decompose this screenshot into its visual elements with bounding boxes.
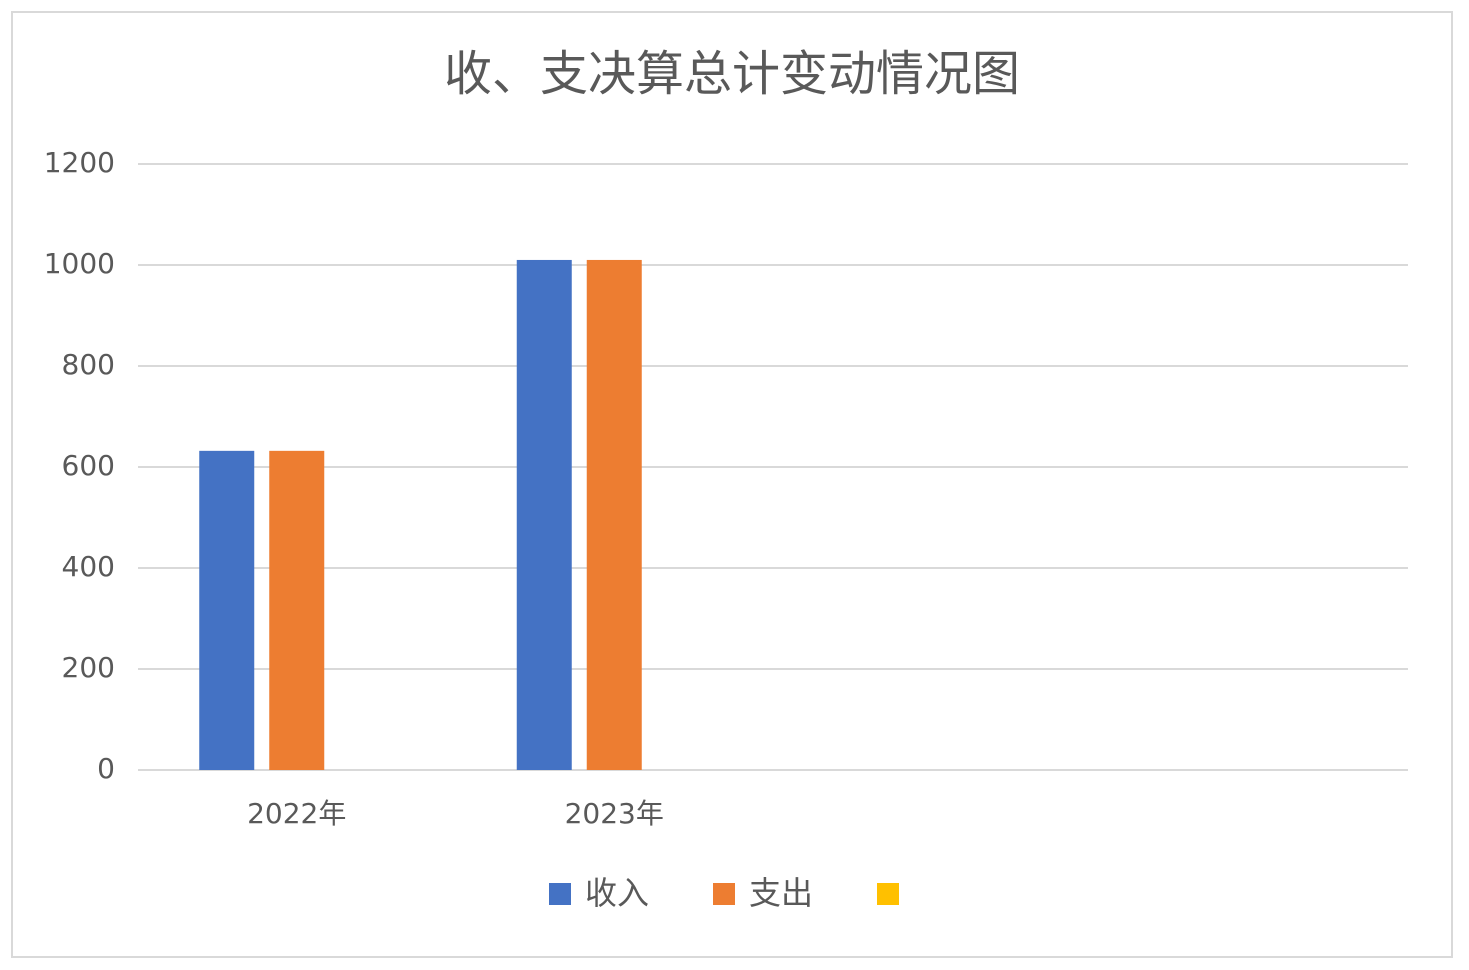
y-tick-label: 400 <box>62 550 115 583</box>
bar <box>516 259 572 770</box>
chart-title: 收、支决算总计变动情况图 <box>444 46 1020 102</box>
bar <box>586 259 642 770</box>
legend-label: 支出 <box>749 874 813 912</box>
bar <box>199 450 255 770</box>
legend-swatch <box>877 883 899 905</box>
y-tick-label: 600 <box>62 449 115 482</box>
y-tick-label: 0 <box>97 752 115 785</box>
y-tick-label: 1200 <box>44 146 115 179</box>
legend-swatch <box>713 883 735 905</box>
y-tick-label: 1000 <box>44 247 115 280</box>
y-tick-label: 800 <box>62 348 115 381</box>
bar <box>269 450 325 770</box>
y-tick-label: 200 <box>62 651 115 684</box>
x-tick-label: 2022年 <box>247 797 346 830</box>
x-tick-label: 2023年 <box>565 797 664 830</box>
legend-label: 收入 <box>585 874 649 912</box>
legend-swatch <box>549 883 571 905</box>
